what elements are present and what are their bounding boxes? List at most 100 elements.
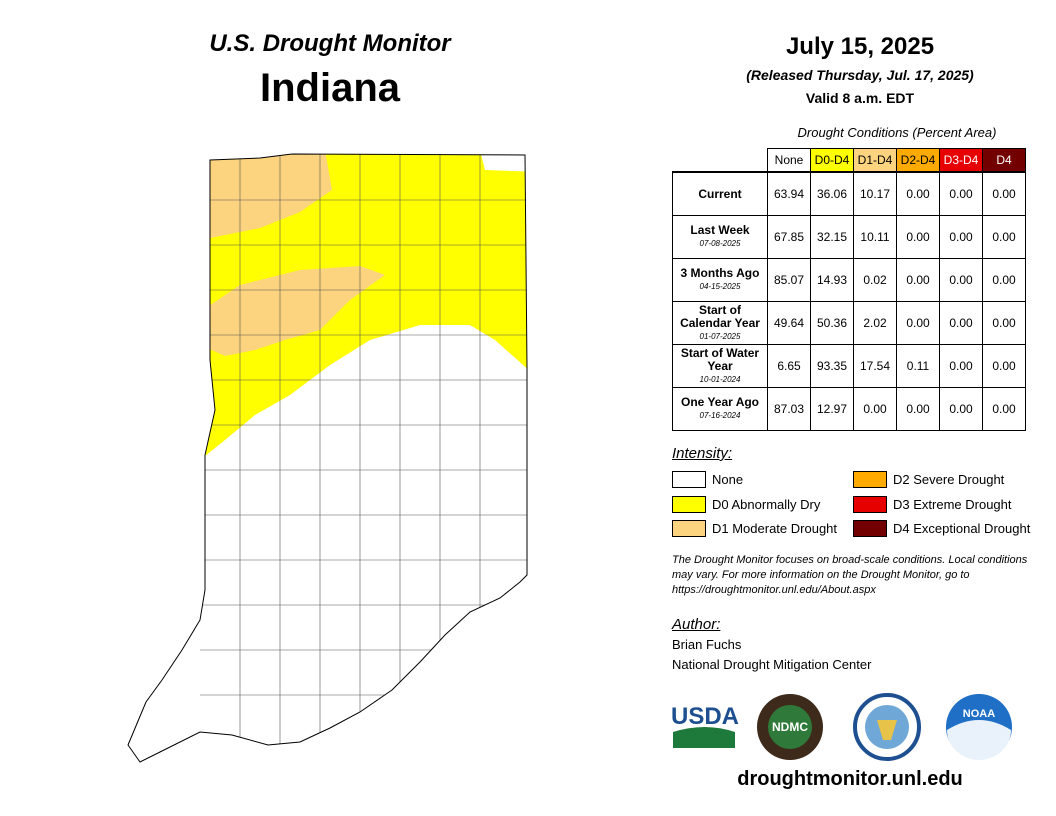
- row-label: 3 Months Ago 04-15-2025: [672, 258, 768, 302]
- legend-label: D4 Exceptional Drought: [893, 521, 1031, 536]
- cell: 0.00: [939, 258, 983, 302]
- table-caption: Drought Conditions (Percent Area): [797, 125, 997, 140]
- cell: 0.00: [939, 171, 983, 216]
- cell: 63.94: [767, 171, 811, 216]
- cell: 0.00: [853, 387, 897, 431]
- usda-mark: [673, 727, 735, 748]
- cell: 0.00: [982, 258, 1026, 302]
- cell: 10.11: [853, 215, 897, 259]
- table-row: Start of Calendar Year 01-07-2025 49.64 50.…: [672, 301, 1026, 345]
- column-header: D1-D4: [853, 148, 897, 173]
- legend-label: D1 Moderate Drought: [712, 521, 838, 536]
- legend-swatch: [853, 471, 887, 488]
- cell: 0.00: [896, 215, 940, 259]
- table-row: Last Week 07-08-2025 67.85 32.15 10.11 0.00 0.…: [672, 215, 1026, 259]
- cell: 17.54: [853, 344, 897, 388]
- row-name: Current: [698, 186, 742, 201]
- cell: 0.00: [982, 171, 1026, 216]
- table-row: One Year Ago 07-16-2024 87.03 12.97 0.00 0.00…: [672, 387, 1026, 431]
- row-date: 01-07-2025: [699, 331, 741, 341]
- row-name: Last Week: [690, 223, 750, 237]
- row-label: One Year Ago 07-16-2024: [672, 387, 768, 431]
- legend-item: D3 Extreme Drought: [853, 495, 1012, 513]
- note: The Drought Monitor focuses on broad-sca…: [672, 554, 1028, 596]
- row-label: Last Week 07-08-2025: [672, 215, 768, 259]
- cell: 0.00: [939, 344, 983, 388]
- cell: 0.00: [982, 344, 1026, 388]
- legend-item: D2 Severe Drought: [853, 471, 1004, 488]
- column-header: D2-D4: [896, 148, 940, 173]
- row-label: Current: [672, 171, 768, 216]
- legend-swatch: [672, 471, 706, 488]
- map-date: July 15, 2025: [785, 33, 935, 60]
- row-name: Start of Calendar Year: [680, 302, 760, 330]
- logos: USDA NDMC NOAA: [671, 693, 1012, 762]
- cell: 87.03: [767, 387, 811, 431]
- title: U.S. Drought Monitor: [209, 30, 451, 57]
- cell: 0.02: [853, 258, 897, 302]
- row-date: 04-15-2025: [699, 282, 741, 291]
- row-date: 10-01-2024: [699, 374, 741, 384]
- row-label: Start of Water Year 10-01-2024: [672, 344, 768, 388]
- legend-item: None: [672, 471, 743, 488]
- legend-item: D0 Abnormally Dry: [672, 495, 820, 513]
- cell: 0.00: [896, 171, 940, 216]
- legend-label: D3 Extreme Drought: [893, 496, 1012, 512]
- author-title: Author:: [672, 616, 721, 633]
- release-date: (Released Thursday, Jul. 17, 2025): [746, 67, 974, 83]
- row-name: One Year Ago: [680, 395, 760, 409]
- county-lines: [200, 154, 527, 762]
- row-name: 3 Months Ago: [680, 266, 760, 280]
- cell: 0.11: [896, 344, 940, 388]
- column-header: D3-D4: [939, 148, 983, 173]
- cell: 10.17: [853, 171, 897, 216]
- noaa-wave: [947, 720, 1011, 762]
- author-org: National Drought Mitigation Center: [672, 657, 872, 672]
- legend-label: None: [712, 472, 744, 487]
- cell: 49.64: [767, 301, 811, 345]
- cell: 32.15: [810, 215, 854, 259]
- legend-item: D4 Exceptional Drought: [853, 520, 1030, 537]
- corner: [673, 149, 768, 173]
- column-header: D0-D4: [810, 148, 854, 173]
- table-row: 3 Months Ago 04-15-2025 85.07 14.93 0.02 0.00…: [672, 258, 1026, 302]
- row-label: Start of Calendar Year 01-07-2025: [672, 301, 768, 345]
- cell: 85.07: [767, 258, 811, 302]
- cell: 6.65: [767, 344, 811, 388]
- cell: 0.00: [939, 301, 983, 345]
- doc-shield: [877, 720, 897, 740]
- usda-logo: USDA: [671, 703, 739, 730]
- legend-swatch: [672, 495, 706, 513]
- website: droughtmonitor.unl.edu: [737, 768, 963, 790]
- cell: 0.00: [896, 387, 940, 431]
- row-name: Start of Water Year: [680, 345, 760, 373]
- state-name: Indiana: [259, 66, 401, 110]
- cell: 0.00: [982, 387, 1026, 431]
- state-outline: [127, 153, 528, 763]
- conditions-table: None D0-D4 D1-D4 D2-D4 D3-D4 D4 Current 63.94 36…: [672, 148, 1026, 431]
- cell: 50.36: [810, 301, 854, 345]
- row-date: 07-16-2024: [699, 411, 741, 420]
- author-name: Brian Fuchs: [672, 637, 742, 652]
- legend-swatch: [672, 520, 706, 537]
- noaa-logo: NOAA: [963, 708, 995, 720]
- legend-swatch: [853, 520, 887, 537]
- cell: 12.97: [810, 387, 854, 431]
- table-row: Start of Water Year 10-01-2024 6.65 93.35 17…: [672, 344, 1026, 388]
- column-header: D4: [982, 148, 1026, 173]
- legend-label: D2 Severe Drought: [893, 472, 1005, 487]
- cell: 67.85: [767, 215, 811, 259]
- legend-swatch: [853, 495, 887, 513]
- ndmc-center: [768, 705, 812, 749]
- header-row: None D0-D4 D1-D4 D2-D4 D3-D4 D4: [673, 148, 1026, 173]
- cell: 93.35: [810, 344, 854, 388]
- ndmc-logo: NDMC: [772, 720, 808, 734]
- cell: 14.93: [810, 258, 854, 302]
- cell: 0.00: [896, 258, 940, 302]
- cell: 0.00: [939, 215, 983, 259]
- legend-item: D1 Moderate Drought: [672, 520, 837, 537]
- cell: 0.00: [896, 301, 940, 345]
- table-row: Current 63.94 36.06 10.17 0.00 0.00 0.00: [672, 171, 1026, 216]
- map: [127, 153, 528, 763]
